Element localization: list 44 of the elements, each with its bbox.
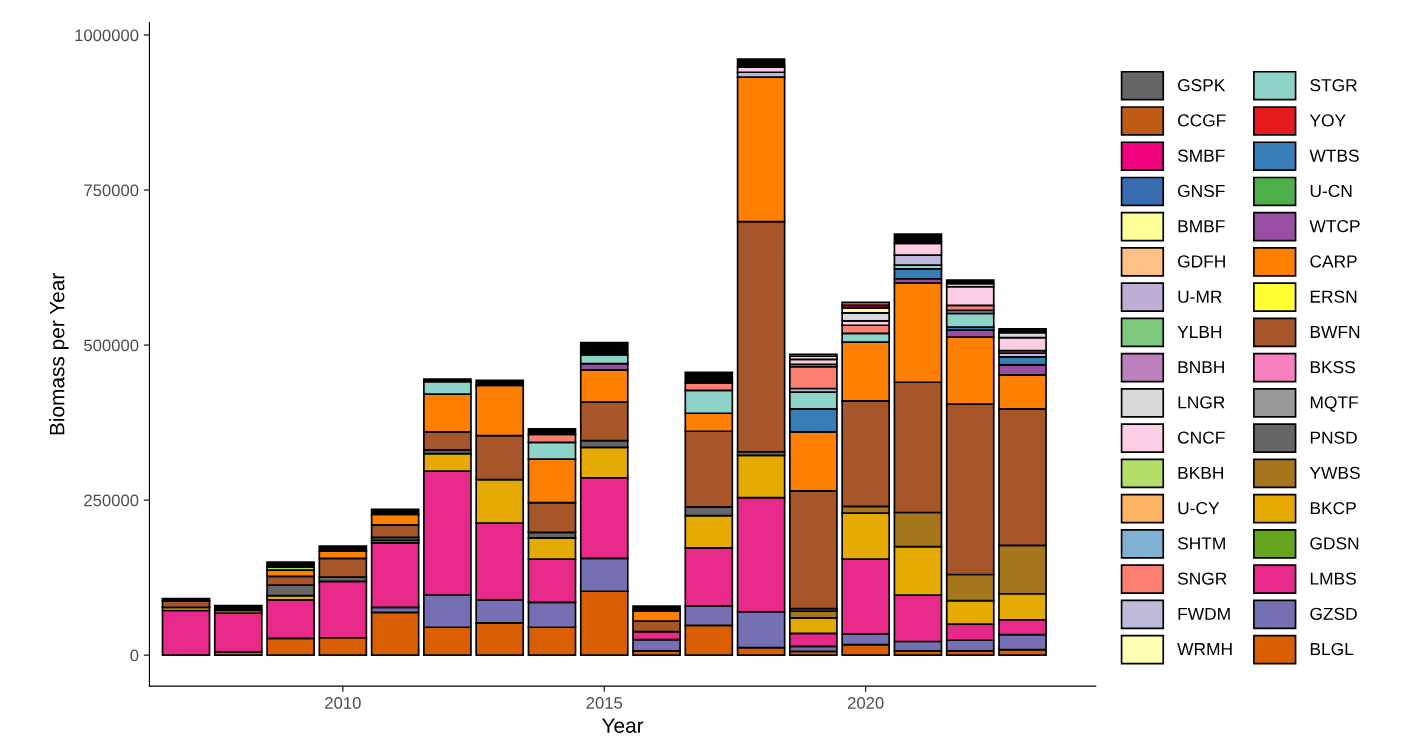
legend-label: GDSN <box>1310 537 1359 550</box>
legend-label: SMBF <box>1177 149 1225 162</box>
legend-label: BMBF <box>1178 220 1225 233</box>
y-tick-label: 250000 <box>84 494 139 507</box>
legend-label: YOY <box>1309 114 1346 127</box>
legend-label: U-MR <box>1178 290 1222 303</box>
legend-label: LMBS <box>1310 572 1356 585</box>
legend-label: GNSF <box>1178 184 1225 198</box>
legend-label: CARP <box>1310 255 1357 268</box>
legend-label: CCGF <box>1178 114 1226 127</box>
y-tick-label: 0 <box>130 649 139 662</box>
legend-label: YLBH <box>1177 325 1222 338</box>
x-tick-label: 2015 <box>586 697 623 709</box>
legend-label: SHTM <box>1177 537 1225 550</box>
legend-label: WRMH <box>1177 643 1232 656</box>
legend-label: BLGL <box>1310 642 1354 656</box>
y-axis-title: Biomass per Year <box>49 273 69 435</box>
legend-label: WTCP <box>1309 220 1360 233</box>
legend-label: YWBS <box>1309 466 1360 480</box>
legend-label: U-CN <box>1310 184 1352 198</box>
legend-label: BKBH <box>1178 466 1223 479</box>
y-tick-label: 1000000 <box>75 29 139 42</box>
y-tick-label: 750000 <box>84 184 139 197</box>
legend-label: GDFH <box>1178 255 1225 268</box>
legend-label: GSPK <box>1178 79 1226 92</box>
legend-label: ERSN <box>1310 290 1357 303</box>
legend-label: U-CY <box>1178 501 1220 515</box>
legend-label: BKCP <box>1310 501 1356 515</box>
legend-label: MQTF <box>1310 396 1358 412</box>
x-tick-label: 2010 <box>325 697 361 709</box>
legend-label: PNSD <box>1310 431 1357 444</box>
legend-label: STGR <box>1310 79 1357 92</box>
y-tick-label: 500000 <box>84 339 139 352</box>
legend-label: CNCF <box>1178 431 1225 444</box>
legend-label: BNBH <box>1178 361 1224 374</box>
x-tick-label: 2020 <box>847 697 884 709</box>
legend-label: LNGR <box>1178 396 1225 409</box>
legend-label: GZSD <box>1310 607 1357 620</box>
x-axis-title: Year <box>601 718 644 733</box>
legend-label: BWFN <box>1310 325 1360 338</box>
legend-label: WTBS <box>1309 149 1359 162</box>
legend-label: SNGR <box>1177 572 1227 585</box>
legend-label: FWDM <box>1178 607 1230 620</box>
legend-label: BKSS <box>1310 361 1355 374</box>
